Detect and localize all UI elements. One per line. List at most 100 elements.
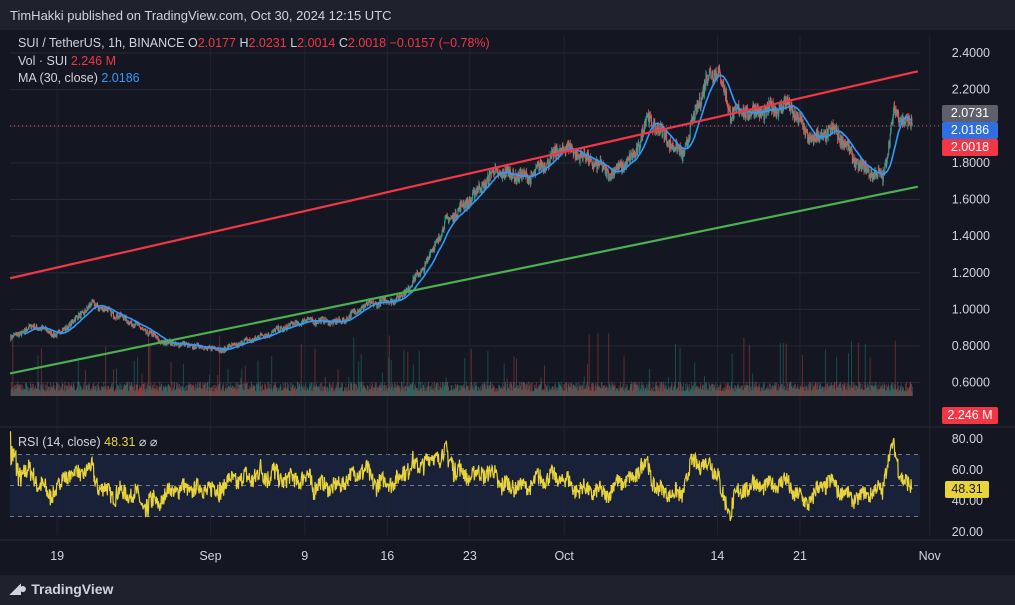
volume-bar <box>900 383 902 396</box>
candle-body <box>455 210 457 218</box>
volume-bar <box>100 389 102 396</box>
candle-body <box>396 295 398 301</box>
volume-bar <box>475 385 477 396</box>
volume-bar <box>120 389 121 396</box>
volume-bar <box>212 391 214 396</box>
volume-bar <box>669 390 671 396</box>
volume-bar <box>294 385 296 396</box>
volume-bar <box>692 384 694 396</box>
volume-bar <box>614 386 616 396</box>
volume-bar <box>399 387 400 396</box>
volume-bar <box>832 384 834 396</box>
volume-bar <box>319 383 321 396</box>
volume-bar <box>432 382 434 396</box>
volume-bar <box>247 389 249 396</box>
volume-bar <box>33 383 34 396</box>
volume-bar <box>788 382 790 396</box>
volume-bar <box>236 388 238 396</box>
volume-bar <box>91 388 92 396</box>
volume-bar <box>42 388 44 396</box>
volume-bar <box>500 386 502 396</box>
volume-bar <box>776 390 778 396</box>
volume-bar <box>235 381 237 396</box>
volume-bar <box>358 386 360 396</box>
volume-bar <box>767 385 769 396</box>
volume-bar <box>882 383 883 396</box>
volume-bar <box>627 384 628 396</box>
volume-bar <box>678 381 679 396</box>
candle-body <box>301 320 303 323</box>
volume-bar <box>495 388 497 396</box>
candle-body <box>280 327 282 331</box>
volume-bar <box>471 388 473 396</box>
volume-bar <box>529 384 531 396</box>
candle-body <box>193 345 195 349</box>
candle-body <box>413 278 415 282</box>
volume-bar <box>754 381 756 396</box>
volume-bar <box>85 386 87 396</box>
volume-bar <box>870 385 872 396</box>
volume-bar <box>710 385 711 396</box>
volume-bar <box>472 384 474 396</box>
volume-bar <box>428 385 430 396</box>
volume-bar <box>601 382 602 396</box>
candle-body <box>630 152 632 158</box>
candle-body <box>95 305 97 307</box>
volume-bar <box>727 390 729 396</box>
volume-bar <box>660 382 662 396</box>
volume-bar <box>176 386 178 396</box>
volume-bar <box>746 382 748 396</box>
volume-bar <box>297 382 299 396</box>
volume-bar <box>609 385 611 396</box>
volume-bar <box>838 387 840 396</box>
volume-bar <box>583 389 585 396</box>
candle-body <box>444 218 446 223</box>
volume-bar <box>707 388 709 396</box>
volume-bar <box>478 387 480 396</box>
volume-bar <box>505 389 507 396</box>
volume-bar <box>617 388 619 396</box>
candle-body <box>605 168 607 174</box>
volume-bar <box>361 381 363 396</box>
price-chart-svg[interactable]: 2.40002.20002.00001.80001.60001.40001.20… <box>0 30 1015 575</box>
chart-area[interactable]: 2.40002.20002.00001.80001.60001.40001.20… <box>0 30 1015 575</box>
volume-bar <box>817 382 818 396</box>
volume-bar <box>717 390 719 396</box>
volume-bar <box>124 384 126 396</box>
volume-bar <box>240 383 242 396</box>
volume-bar <box>298 382 300 396</box>
volume-bar <box>417 388 419 396</box>
volume-bar <box>31 388 32 396</box>
volume-bar <box>262 390 264 396</box>
volume-bar <box>159 381 161 396</box>
candle-body <box>27 329 28 331</box>
volume-bar <box>402 386 403 396</box>
volume-bar <box>194 391 196 396</box>
volume-bar <box>804 386 806 396</box>
volume-bar <box>502 388 504 396</box>
candle-body <box>286 325 287 330</box>
volume-bar <box>323 389 325 396</box>
volume-bar <box>277 391 279 396</box>
volume-bar <box>174 390 176 396</box>
volume-bar <box>565 381 567 396</box>
candle-body <box>668 141 670 146</box>
volume-bar <box>65 391 66 396</box>
time-tick-label: 14 <box>710 549 724 563</box>
volume-bar <box>520 381 522 396</box>
volume-bar <box>572 385 574 396</box>
volume-bar <box>679 390 680 396</box>
volume-bar <box>481 389 482 396</box>
volume-bar <box>574 387 576 396</box>
volume-bar <box>129 385 131 396</box>
volume-bar <box>821 386 823 396</box>
volume-bar <box>186 390 188 396</box>
volume-bar <box>51 388 53 396</box>
candle-body <box>659 132 661 134</box>
volume-bar <box>792 388 794 396</box>
volume-bar <box>204 383 206 396</box>
volume-bar <box>390 360 392 396</box>
candle-body <box>530 173 532 185</box>
volume-bar <box>484 382 485 396</box>
volume-bar <box>482 385 483 396</box>
